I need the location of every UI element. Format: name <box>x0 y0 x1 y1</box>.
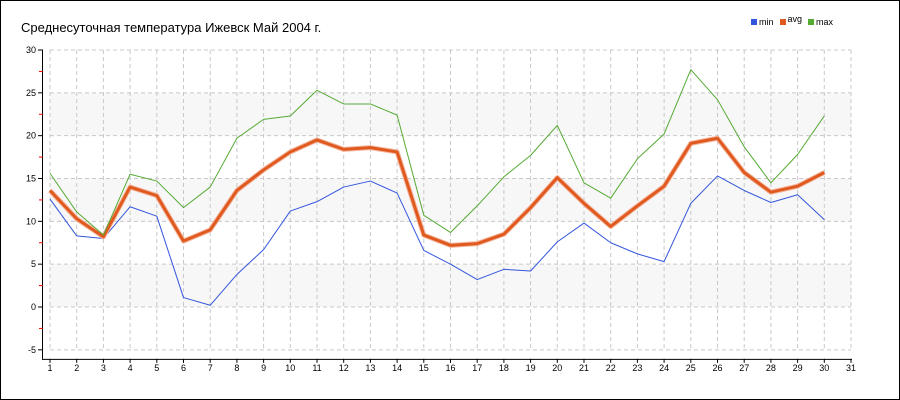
series-line-min <box>49 175 825 306</box>
x-tick-label: 16 <box>445 363 455 373</box>
x-tick-label: 19 <box>526 363 536 373</box>
series-line-max <box>49 69 825 236</box>
x-tick-label: 1 <box>47 363 52 373</box>
y-tick-label: 15 <box>26 174 36 184</box>
y-tick-label: 25 <box>26 88 36 98</box>
legend-item-min: min <box>751 17 774 27</box>
legend-label-avg: avg <box>787 14 803 24</box>
y-tick-label: 0 <box>31 302 36 312</box>
x-tick-label: 23 <box>632 363 642 373</box>
x-tick-label: 12 <box>339 363 349 373</box>
x-tick-label: 27 <box>739 363 749 373</box>
x-tick-label: 7 <box>208 363 213 373</box>
x-tick-label: 5 <box>154 363 159 373</box>
y-tick-label: 30 <box>26 45 36 55</box>
legend-label-min: min <box>759 17 774 27</box>
y-tick-label: 5 <box>31 259 36 269</box>
x-tick-label: 8 <box>234 363 239 373</box>
grid-band <box>50 264 851 307</box>
x-tick-label: 6 <box>181 363 186 373</box>
legend: min avg max <box>751 14 833 27</box>
x-tick-label: 9 <box>261 363 266 373</box>
legend-swatch-avg <box>779 19 786 25</box>
y-tick-label: -5 <box>28 345 36 355</box>
x-tick-label: 25 <box>686 363 696 373</box>
x-tick-label: 29 <box>793 363 803 373</box>
x-tick-label: 2 <box>74 363 79 373</box>
x-tick-label: 15 <box>419 363 429 373</box>
series-line-avg <box>48 136 825 247</box>
x-tick-label: 3 <box>101 363 106 373</box>
x-tick-label: 10 <box>285 363 295 373</box>
legend-swatch-max <box>808 19 815 25</box>
x-tick-label: 17 <box>472 363 482 373</box>
y-tick-label: 20 <box>26 131 36 141</box>
legend-label-max: max <box>816 17 834 27</box>
x-tick-label: 24 <box>659 363 669 373</box>
chart-title: Среднесуточная температура Ижевск Май 20… <box>21 20 322 35</box>
x-tick-label: 13 <box>365 363 375 373</box>
x-tick-label: 4 <box>128 363 133 373</box>
y-tick-label: 10 <box>26 216 36 226</box>
x-tick-label: 22 <box>606 363 616 373</box>
x-tick-label: 21 <box>579 363 589 373</box>
x-tick-label: 30 <box>819 363 829 373</box>
legend-swatch-min <box>751 19 757 25</box>
x-tick-label: 14 <box>392 363 402 373</box>
x-tick-label: 18 <box>499 363 509 373</box>
legend-item-avg: avg <box>779 14 803 27</box>
legend-item-max: max <box>808 17 833 27</box>
x-tick-label: 28 <box>766 363 776 373</box>
x-tick-label: 26 <box>712 363 722 373</box>
x-tick-label: 11 <box>312 363 321 373</box>
x-tick-label: 31 <box>846 363 856 373</box>
x-tick-label: 20 <box>552 363 562 373</box>
